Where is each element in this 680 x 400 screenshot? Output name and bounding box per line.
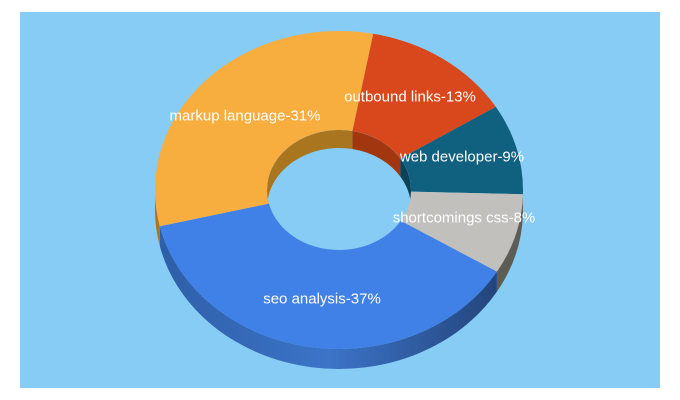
pie-inner-wall-markup-language (267, 130, 353, 208)
pie-slice-web-developer[interactable] (400, 106, 524, 195)
pie-outer-walls (155, 190, 524, 369)
pie-slice-markup-language[interactable] (155, 30, 374, 227)
pie-slices (155, 30, 524, 349)
pie-outer-wall-shortcomings-css (496, 194, 523, 292)
pie-outer-wall-markup-language (155, 190, 160, 247)
pie-slice-outbound-links[interactable] (352, 33, 496, 159)
pie-inner-wall-outbound-links (352, 131, 401, 177)
pie-outer-wall-seo-analysis (159, 226, 497, 369)
pie-slice-shortcomings-css[interactable] (400, 191, 523, 272)
pie-inner-walls (267, 130, 411, 208)
pie-inner-wall-web-developer (400, 158, 411, 208)
pie-slice-seo-analysis[interactable] (159, 203, 497, 349)
